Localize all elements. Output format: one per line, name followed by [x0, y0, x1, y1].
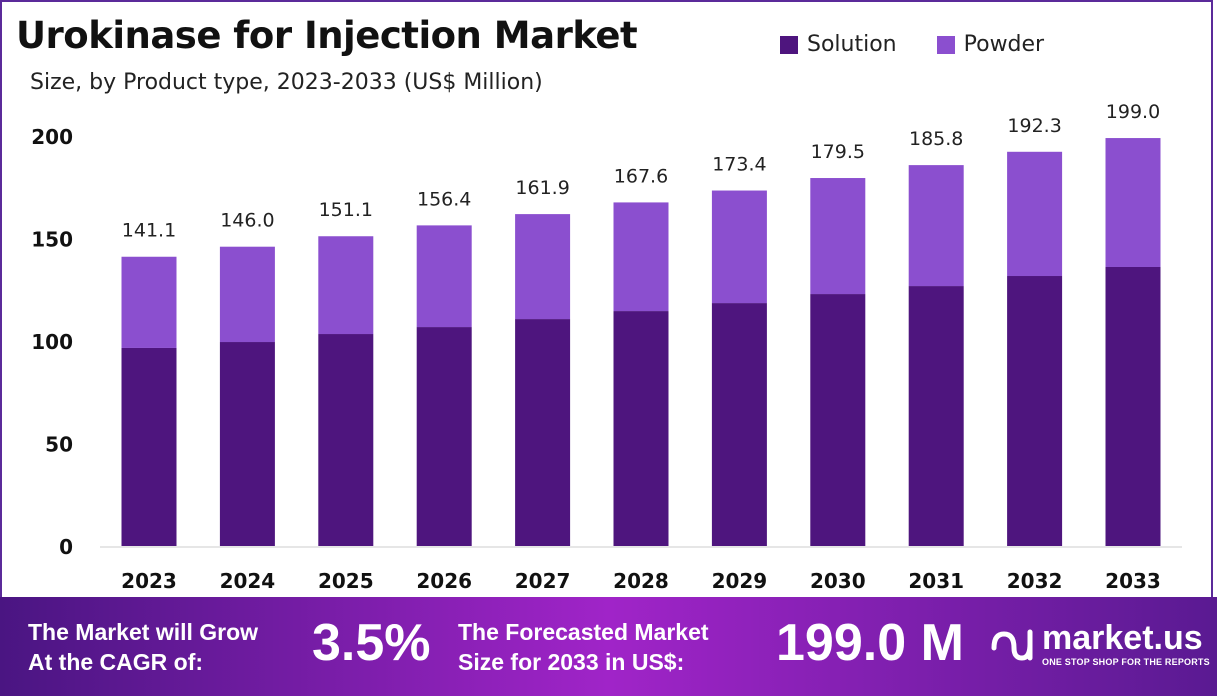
bar-solution-2033	[1105, 266, 1161, 546]
total-label: 185.8	[909, 128, 963, 150]
bar-solution-2026	[416, 327, 472, 546]
logo-icon	[991, 629, 1033, 661]
brand-name: market.us	[1042, 619, 1203, 657]
bar-solution-2025	[318, 334, 374, 546]
x-tick-label: 2023	[121, 569, 177, 593]
y-tick-label: 150	[31, 228, 73, 252]
x-tick-label: 2025	[318, 569, 374, 593]
bar-solution-2029	[711, 303, 767, 546]
bar-powder-2030	[810, 178, 866, 295]
cagr-label-line1: The Market will Grow	[28, 619, 259, 645]
total-label: 161.9	[515, 177, 569, 199]
bar-solution-2027	[515, 319, 571, 546]
cagr-label-line2: At the CAGR of:	[28, 649, 204, 675]
x-tick-label: 2029	[712, 569, 768, 593]
total-label: 167.6	[614, 165, 668, 187]
forecast-value: 199.0 M	[776, 614, 964, 672]
legend-label-solution: Solution	[807, 32, 897, 57]
total-label: 151.1	[319, 199, 373, 221]
x-tick-label: 2027	[515, 569, 571, 593]
legend: Solution Powder	[780, 32, 1044, 57]
total-label: 146.0	[220, 210, 274, 232]
chart-title: Urokinase for Injection Market	[16, 14, 638, 57]
legend-label-powder: Powder	[963, 32, 1045, 57]
total-label: 173.4	[712, 154, 766, 176]
bar-powder-2023	[121, 256, 177, 348]
total-label: 179.5	[811, 141, 865, 163]
bar-solution-2030	[810, 294, 866, 546]
total-label: 192.3	[1007, 115, 1061, 137]
cagr-label: The Market will Grow At the CAGR of:	[28, 617, 258, 677]
forecast-label: The Forecasted Market Size for 2033 in U…	[458, 617, 709, 677]
bar-powder-2024	[219, 246, 275, 343]
legend-item-powder: Powder	[936, 32, 1045, 57]
legend-item-solution: Solution	[780, 32, 897, 57]
brand-logo: market.us ONE STOP SHOP FOR THE REPORTS	[990, 621, 1210, 667]
forecast-label-line1: The Forecasted Market	[458, 619, 709, 645]
x-tick-label: 2031	[908, 569, 964, 593]
footer-banner: The Market will Grow At the CAGR of: 3.5…	[0, 597, 1217, 696]
bar-solution-2032	[1007, 276, 1063, 546]
total-label: 141.1	[122, 220, 176, 242]
x-tick-label: 2024	[220, 569, 276, 593]
y-tick-label: 200	[31, 125, 73, 149]
bar-powder-2028	[613, 202, 669, 312]
forecast-label-line2: Size for 2033 in US$:	[458, 649, 685, 675]
x-tick-label: 2033	[1105, 569, 1161, 593]
bar-powder-2033	[1105, 138, 1161, 267]
bar-powder-2027	[515, 214, 571, 320]
bar-powder-2031	[908, 165, 964, 287]
x-tick-label: 2028	[613, 569, 669, 593]
y-tick-label: 100	[31, 330, 73, 354]
legend-swatch-powder	[936, 35, 955, 54]
bar-powder-2029	[711, 190, 767, 304]
bar-chart: 0 50 100 150 200 141.1 2023 146.0 2024 151.1 2025 1…	[31, 101, 1182, 593]
cagr-value: 3.5%	[312, 614, 431, 672]
bar-solution-2023	[121, 347, 177, 546]
bar-powder-2025	[318, 236, 374, 335]
total-label: 199.0	[1106, 101, 1160, 123]
chart-subtitle: Size, by Product type, 2023-2033 (US$ Mi…	[30, 70, 543, 95]
x-tick-label: 2032	[1007, 569, 1063, 593]
y-tick-label: 50	[45, 433, 73, 457]
bar-solution-2028	[613, 311, 669, 546]
y-tick-label: 0	[59, 535, 73, 559]
bar-solution-2031	[908, 286, 964, 546]
legend-swatch-solution	[780, 35, 798, 54]
bar-powder-2032	[1007, 151, 1063, 277]
total-label: 156.4	[417, 188, 471, 210]
brand-tagline: ONE STOP SHOP FOR THE REPORTS	[1042, 657, 1210, 667]
bar-powder-2026	[416, 225, 472, 328]
x-tick-label: 2026	[416, 569, 472, 593]
x-tick-label: 2030	[810, 569, 866, 593]
bar-solution-2024	[219, 342, 275, 546]
